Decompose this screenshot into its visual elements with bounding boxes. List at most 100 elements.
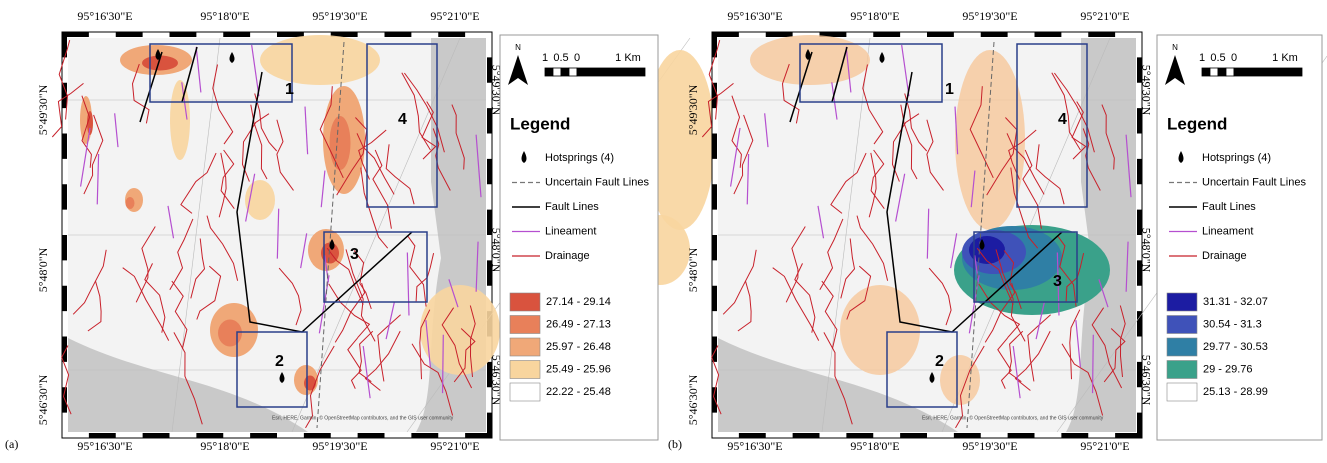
drainage <box>1022 149 1042 229</box>
class-swatch <box>1166 292 1198 312</box>
drainage <box>326 247 364 305</box>
legend-box <box>1156 34 1323 441</box>
uncertain-fault <box>316 41 345 429</box>
frame-tick <box>487 361 492 388</box>
frame-tick <box>357 433 385 438</box>
drainage <box>1014 330 1051 391</box>
lineament <box>96 153 100 205</box>
zone-label: 1 <box>285 81 294 98</box>
bottom-coord: 95°16'30"E <box>77 439 132 453</box>
frame-tick <box>712 285 717 312</box>
zone-box <box>323 231 428 303</box>
frame-tick <box>487 209 492 235</box>
class-label: 25.13 - 28.99 <box>1203 386 1268 398</box>
class-label: 25.49 - 25.96 <box>546 363 611 375</box>
frame-tick <box>953 433 981 438</box>
top-coord: 95°16'30"E <box>77 9 132 23</box>
lineament <box>195 46 202 93</box>
drainage <box>997 337 1012 389</box>
hotspring <box>979 239 985 250</box>
zone-label: 3 <box>1053 273 1062 290</box>
drainage <box>781 63 800 124</box>
heat-zone <box>125 197 135 209</box>
left-coord: 5°48'0"N <box>36 247 50 292</box>
drainage <box>206 215 239 281</box>
frame-tick <box>303 433 331 438</box>
scale-label: 1 <box>542 52 548 64</box>
drainage <box>319 86 344 179</box>
frame-tick <box>487 57 492 83</box>
class-swatch <box>509 337 541 357</box>
frame-tick <box>411 433 439 438</box>
bottom-coord: 95°18'0"E <box>200 439 249 453</box>
frame-tick <box>1088 32 1116 37</box>
class-swatch <box>1166 315 1198 334</box>
drainage <box>969 86 994 179</box>
frame-tick <box>62 32 89 37</box>
left-coord: 5°46'30"N <box>686 374 700 425</box>
class-swatch <box>1166 360 1198 379</box>
frame-tick <box>712 32 717 58</box>
drainage <box>1027 314 1051 382</box>
zone-label: 2 <box>275 353 284 370</box>
frame-tick <box>250 433 277 438</box>
drainage <box>900 104 918 180</box>
frame-tick <box>196 433 224 438</box>
lineament <box>1035 301 1045 340</box>
drainage <box>278 267 302 326</box>
drainage <box>353 250 372 310</box>
zone-label: 4 <box>398 111 407 128</box>
drainage <box>169 218 194 291</box>
drainage <box>190 238 206 299</box>
frame-tick <box>62 285 67 312</box>
frame-tick <box>384 32 412 37</box>
frame-tick <box>438 32 466 37</box>
lineament <box>1125 134 1132 198</box>
frame-tick <box>738 433 766 438</box>
drainage <box>995 249 1026 342</box>
lineament <box>901 45 910 97</box>
drainage <box>87 280 102 332</box>
heat-zone <box>420 285 500 375</box>
frame-tick <box>465 433 492 438</box>
scale-bar <box>544 67 554 77</box>
frame-tick <box>1007 433 1035 438</box>
drainage <box>1008 330 1024 383</box>
scale-label: 0 <box>1231 52 1237 64</box>
legend-item: Lineament <box>545 225 596 237</box>
scale-bar <box>1233 67 1303 77</box>
left-coord: 5°49'30"N <box>686 84 700 135</box>
lineament <box>954 106 959 155</box>
frame-tick <box>1034 32 1062 37</box>
legend-item: Uncertain Fault Lines <box>545 176 649 188</box>
frame-tick <box>1137 57 1142 83</box>
frame-tick <box>712 32 739 37</box>
lineament <box>448 279 459 308</box>
left-coord: 5°49'30"N <box>36 84 50 135</box>
heat-zone <box>840 285 920 375</box>
heat-zone <box>218 319 242 347</box>
lineament <box>764 113 769 148</box>
drainage <box>1101 104 1115 170</box>
drainage <box>419 309 431 380</box>
zone-box <box>149 43 293 103</box>
drainage <box>821 280 838 349</box>
drainage <box>254 93 278 152</box>
scale-label: 1 Km <box>615 52 641 64</box>
hotspring <box>329 239 335 250</box>
drainage <box>976 247 1014 305</box>
zone-label: 4 <box>1058 111 1067 128</box>
bottom-coord: 95°21'0"E <box>1080 439 1129 453</box>
panel-label: (b) <box>668 437 682 451</box>
frame-tick <box>927 32 954 37</box>
lineament <box>114 113 119 148</box>
lineament <box>181 82 188 120</box>
hotspring <box>229 52 235 63</box>
frame-tick <box>1137 311 1142 337</box>
drainage <box>722 249 757 315</box>
drainage <box>830 152 867 214</box>
scale-label: 0.5 <box>553 52 568 64</box>
scale-bar <box>1201 67 1211 77</box>
class-swatch <box>509 292 541 312</box>
drainage <box>926 119 944 191</box>
